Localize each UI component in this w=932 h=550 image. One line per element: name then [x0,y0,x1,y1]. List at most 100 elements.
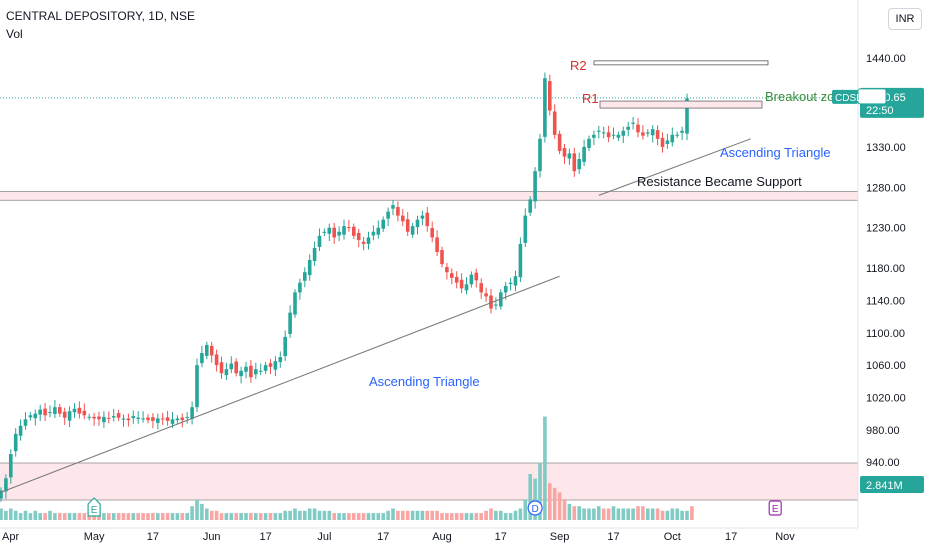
volume-bar [386,510,390,520]
volume-indicator-label[interactable]: Vol [6,27,23,41]
candle-body [557,133,562,151]
volume-bar [327,510,332,520]
candle-body [229,363,234,370]
candle-body [352,226,356,236]
volume-bar [405,510,410,520]
price-tick-label: 1230.00 [866,223,906,235]
volume-bar [131,513,136,520]
volume-bar [224,513,229,520]
price-tick-label: 940.00 [866,457,900,469]
candle-body [533,171,537,202]
candle-body [141,418,145,420]
earnings-marker-shape [87,497,101,517]
volume-bar [646,508,650,520]
volume-bar [621,508,626,520]
candle-body [146,417,150,421]
volume-bar [459,513,464,520]
volume-bar [469,513,474,520]
candle-body [523,215,528,243]
price-tick-label: 1280.00 [866,182,906,194]
candle-body [680,130,684,133]
candle-body [111,416,116,418]
candle-body [503,285,508,293]
time-tick-label: 17 [495,531,507,543]
candle-body [244,366,248,372]
candle-body [582,146,586,162]
volume-bar [273,513,278,520]
volume-bar [146,513,150,520]
volume-bar [254,513,258,520]
event-marker-dividend[interactable]: D [527,500,543,516]
candle-body [195,365,199,408]
candle-body [425,212,430,227]
candle-body [420,215,425,219]
candle-body [356,232,361,240]
volume-bar [38,513,42,520]
volume-bar [592,508,596,520]
symbol-tag: CDSL [835,93,862,104]
candle-body [508,282,513,284]
volume-bar [425,510,430,520]
volume-bar [552,487,557,520]
volume-bar [440,513,444,520]
volume-bar [685,510,689,520]
candle-body [479,283,483,293]
candle-body [450,273,454,278]
volume-highlight-band [0,463,858,500]
event-marker-earnings[interactable]: E [87,497,101,517]
volume-bar [229,513,234,520]
time-tick-label: Oct [664,531,681,543]
bar-countdown: 22:50 [866,105,894,117]
candle-body [528,199,532,213]
candle-body [205,344,209,356]
volume-bar [18,513,23,520]
volume-bar [410,510,415,520]
candle-body [312,247,317,262]
candle-body [0,490,3,499]
volume-bar [567,503,572,520]
candle-body [391,205,395,209]
volume-bar [322,510,327,520]
candle-body [347,227,351,229]
support-zone-band [0,191,858,201]
volume-bar [156,513,160,520]
volume-bar [420,510,425,520]
time-tick-label: May [84,531,105,543]
candle-body [381,219,385,229]
volume-bar [675,508,679,520]
volume-bar [376,513,381,520]
volume-bar [53,513,57,520]
candle-body [190,407,194,419]
volume-bar [28,513,33,520]
volume-bar [9,508,13,520]
candle-body [102,416,106,423]
currency-button[interactable]: INR [888,8,922,30]
candle-body [366,237,371,244]
volume-bar [67,513,72,520]
volume-bar [219,513,224,520]
volume-bar [650,508,655,520]
volume-bar [121,513,126,520]
candle-body [268,363,273,367]
volume-bar [489,508,493,520]
volume-bar [655,508,660,520]
volume-bar [303,510,307,520]
volume-bar [33,510,38,520]
candle-body [440,250,444,265]
volume-bar [557,492,562,520]
r1-label: R1 [582,91,599,106]
volume-bar [523,499,528,520]
candle-body [332,227,336,238]
volume-bar [690,506,694,520]
volume-bar [185,513,189,520]
volume-bar [445,513,449,520]
candle-body [489,295,493,309]
event-marker-earnings-upcoming[interactable]: E [768,500,782,516]
volume-bar [278,513,283,520]
candle-body [175,418,180,421]
upcoming-earnings-marker-label: E [772,504,779,515]
volume-bar [141,513,145,520]
time-tick-label: 17 [147,531,159,543]
volume-bar [268,513,273,520]
